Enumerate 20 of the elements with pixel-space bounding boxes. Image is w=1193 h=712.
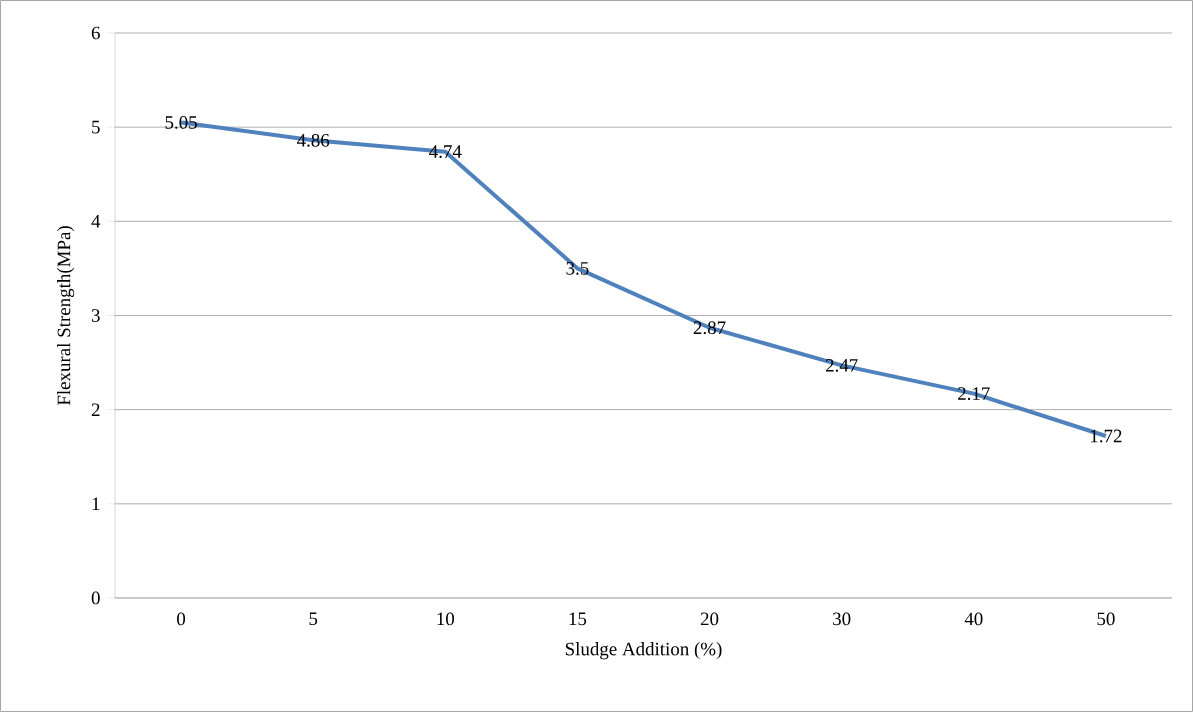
data-label: 5.05 <box>165 116 197 129</box>
x-tick-label: 0 <box>177 612 186 626</box>
x-tick-label: 40 <box>964 612 983 626</box>
y-tick-label: 3 <box>91 309 100 322</box>
y-tick-label: 4 <box>91 215 101 228</box>
y-tick-label: 2 <box>91 403 100 416</box>
x-tick-label: 20 <box>700 612 719 626</box>
y-axis-title: Flexural Strength(MPa) <box>57 226 75 406</box>
x-axis-title: Sludge Addition (%) <box>565 642 722 660</box>
x-tick-label: 30 <box>833 612 851 626</box>
y-tick-label: 0 <box>91 591 100 605</box>
x-tick-label: 50 <box>1097 612 1115 626</box>
data-label: 2.47 <box>825 358 858 372</box>
x-tick-label: 15 <box>569 612 587 626</box>
y-tick-label: 5 <box>92 120 100 134</box>
x-tick-label: 5 <box>309 612 318 626</box>
y-tick-label: 1 <box>92 497 100 511</box>
x-tick-label: 10 <box>437 612 455 626</box>
data-label: 1.72 <box>1091 429 1122 443</box>
y-tick-label: 6 <box>91 26 100 40</box>
